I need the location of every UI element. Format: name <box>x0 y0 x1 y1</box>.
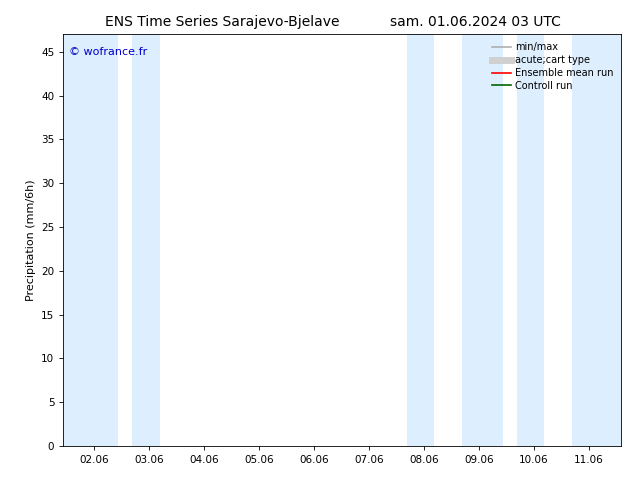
Bar <box>132 34 160 446</box>
Text: sam. 01.06.2024 03 UTC: sam. 01.06.2024 03 UTC <box>390 15 561 29</box>
Bar <box>462 34 503 446</box>
Bar <box>572 34 621 446</box>
Y-axis label: Precipitation (mm/6h): Precipitation (mm/6h) <box>25 179 36 301</box>
Legend: min/max, acute;cart type, Ensemble mean run, Controll run: min/max, acute;cart type, Ensemble mean … <box>489 39 616 94</box>
Text: © wofrance.fr: © wofrance.fr <box>69 47 147 57</box>
Text: ENS Time Series Sarajevo-Bjelave: ENS Time Series Sarajevo-Bjelave <box>105 15 339 29</box>
Bar <box>63 34 119 446</box>
Bar <box>407 34 434 446</box>
Bar <box>517 34 545 446</box>
